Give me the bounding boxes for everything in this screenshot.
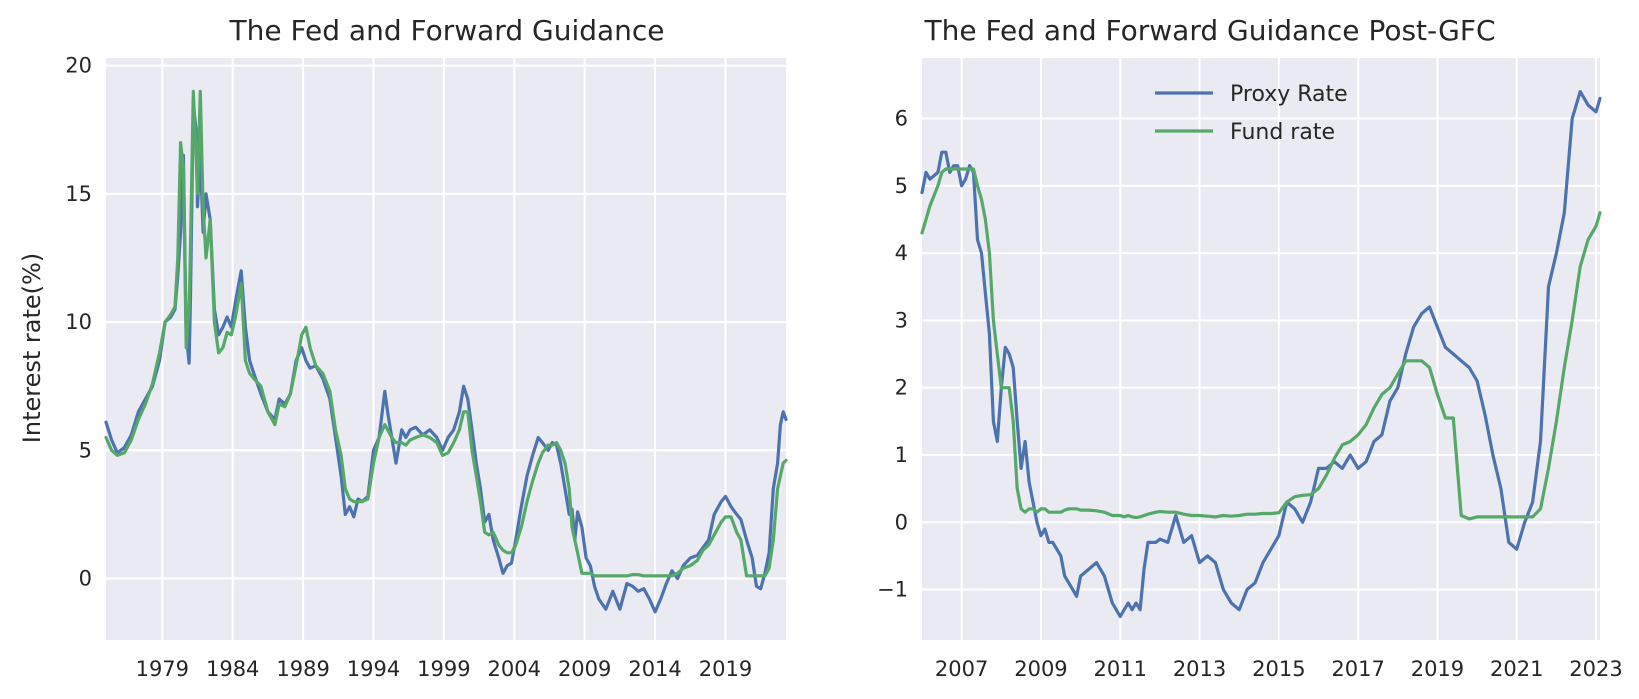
x-tick-label: 2011: [1094, 657, 1147, 681]
left-plot-area: 1979 1984 1989 1994 1999 2004 2009 2014 2019 0 5 10…: [65, 54, 788, 681]
right-plot-area: 2007 2009 2011 2013 2015 2017 2019 2021 2023 −1 0 1…: [877, 58, 1623, 681]
chart-title: The Fed and Forward Guidance Post-GFC: [923, 14, 1495, 47]
x-tick-label: 2015: [1252, 657, 1305, 681]
x-tick-label: 2004: [488, 657, 541, 681]
x-tick-label: 1999: [417, 657, 470, 681]
x-tick-label: 2017: [1331, 657, 1384, 681]
y-tick-label: 20: [65, 54, 92, 78]
x-tick-label: 2021: [1490, 657, 1543, 681]
legend-label-proxy: Proxy Rate: [1230, 82, 1348, 107]
x-tick-label: 1984: [206, 657, 259, 681]
chart-title: The Fed and Forward Guidance: [228, 14, 664, 47]
y-tick-label: 4: [895, 241, 908, 265]
y-tick-label: 10: [65, 310, 92, 334]
y-tick-label: 0: [895, 510, 908, 534]
y-tick-label: 5: [79, 438, 92, 462]
series-line-fund: [104, 89, 788, 578]
x-tick-label: 2007: [935, 657, 988, 681]
series-line-proxy: [920, 89, 1602, 619]
x-tick-label: 1979: [136, 657, 189, 681]
x-tick-label: 2023: [1569, 657, 1622, 681]
legend-label-fund: Fund rate: [1230, 120, 1335, 145]
y-tick-label: 1: [895, 443, 908, 467]
y-tick-label: 3: [895, 308, 908, 332]
y-tick-label: 2: [895, 376, 908, 400]
right-chart: The Fed and Forward Guidance Post-GFC 20…: [877, 14, 1623, 681]
plot-background: [922, 58, 1600, 640]
y-tick-label: 6: [895, 107, 908, 131]
y-axis-label: Interest rate(%): [18, 253, 46, 443]
y-tick-label: 5: [895, 174, 908, 198]
x-tick-label: 2009: [558, 657, 611, 681]
x-tick-label: 2014: [628, 657, 681, 681]
y-tick-label: 0: [79, 566, 92, 590]
x-tick-label: 2019: [1411, 657, 1464, 681]
x-tick-label: 1989: [276, 657, 329, 681]
series-line-proxy: [104, 102, 788, 614]
plot-background: [106, 58, 786, 640]
x-tick-label: 2019: [699, 657, 752, 681]
x-tick-label: 2009: [1014, 657, 1067, 681]
x-tick-label: 1994: [347, 657, 400, 681]
y-tick-label: −1: [877, 578, 908, 602]
series-line-fund: [920, 167, 1602, 521]
left-chart: The Fed and Forward Guidance Interest ra…: [18, 14, 788, 681]
x-tick-label: 2013: [1173, 657, 1226, 681]
y-tick-label: 15: [65, 182, 92, 206]
